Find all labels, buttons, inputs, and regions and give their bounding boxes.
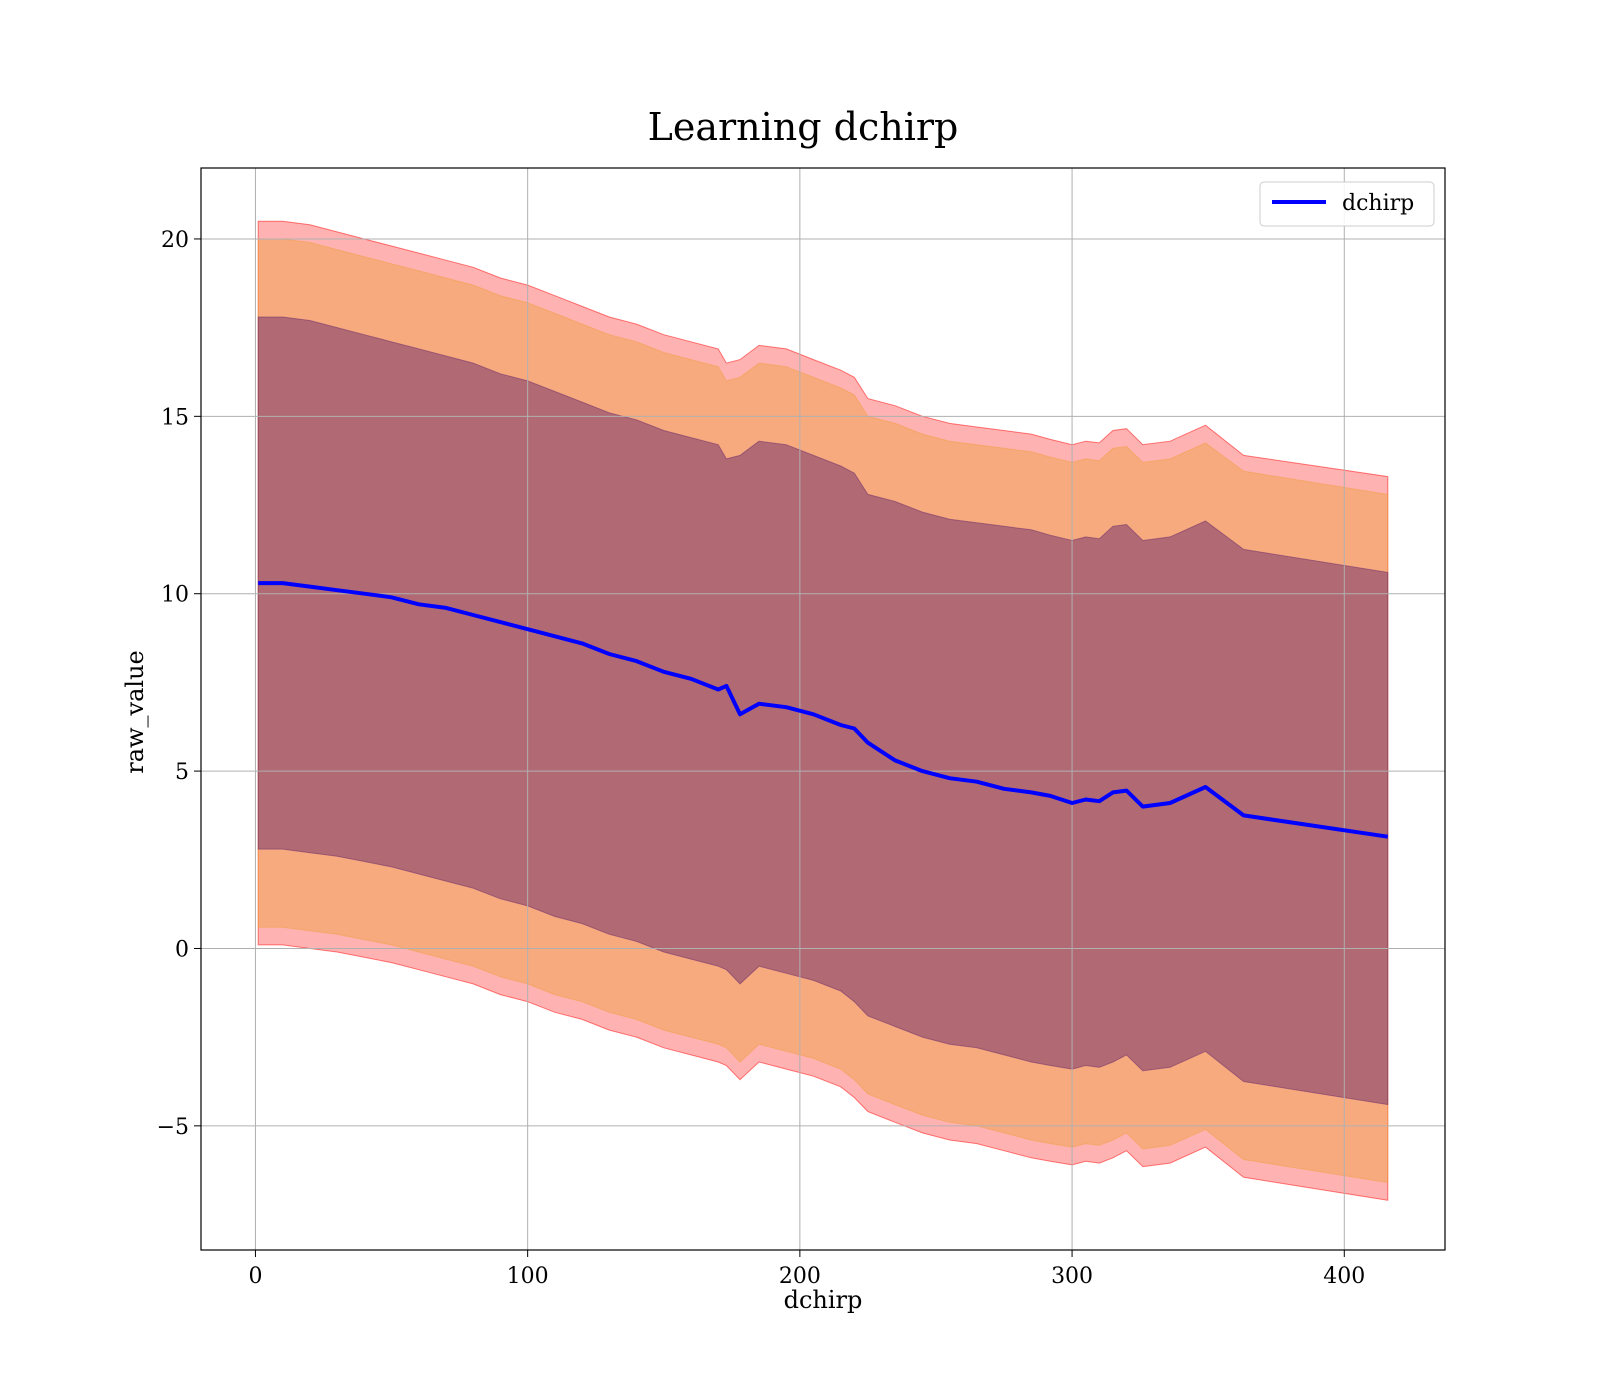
y-tick-label: 20 [161,228,189,253]
y-axis-label: raw_value [121,650,149,774]
series-line-dchirp [258,581,1389,839]
x-tick-label: 300 [1051,1264,1093,1289]
plot-frame [200,167,1446,1251]
legend-box [1259,181,1435,227]
legend-label: dchirp [1342,191,1414,216]
x-tick-label: 200 [779,1264,821,1289]
band-inner [257,316,1389,1106]
chart-title: Learning dchirp [648,105,959,149]
x-axis-label: dchirp [784,1286,863,1314]
legend: dchirp [1259,181,1435,227]
y-tick-label: 5 [175,760,189,785]
line-layer [258,581,1389,839]
x-tick-label: 100 [507,1264,549,1289]
y-tick-label: 0 [175,937,189,962]
ticks: 0 100 200 300 400 −5 0 5 10 15 20 [157,228,1366,1289]
y-tick-label: −5 [157,1115,189,1140]
confidence-bands [257,220,1389,1201]
x-tick-label: 0 [248,1264,262,1289]
y-tick-label: 10 [161,583,189,608]
y-tick-label: 15 [161,405,189,430]
x-tick-label: 400 [1323,1264,1365,1289]
